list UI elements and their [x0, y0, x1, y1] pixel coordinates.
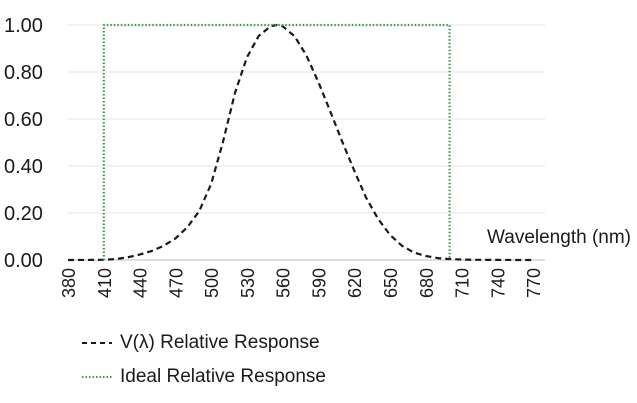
x-axis-ticks: 380 410 440 470 500 530 560 590 620 650 680 710 740 7…	[59, 268, 544, 298]
x-tick-label: 770	[524, 268, 544, 298]
y-axis-ticks: 0.00 0.20 0.40 0.60 0.80 1.00	[4, 15, 43, 272]
series-v-lambda	[67, 23, 534, 262]
x-tick-label: 560	[274, 268, 294, 298]
x-tick-label: 380	[59, 268, 79, 298]
legend-item-ideal: Ideal Relative Response	[82, 366, 326, 388]
series-lines	[67, 23, 534, 262]
x-tick-label: 650	[381, 268, 401, 298]
x-tick-label: 590	[309, 268, 329, 298]
series-ideal	[102, 23, 451, 260]
series-line	[67, 23, 534, 262]
x-axis-label: Wavelength (nm)	[487, 227, 631, 248]
x-tick-label: 470	[166, 268, 186, 298]
dotted-line-swatch	[82, 376, 112, 378]
dashed-line-swatch	[82, 342, 112, 344]
y-tick-label: 1.00	[4, 15, 43, 37]
y-tick-label: 0.40	[4, 156, 43, 178]
legend-item-v-lambda: V(λ) Relative Response	[82, 332, 320, 354]
y-tick-label: 0.00	[4, 250, 43, 272]
legend-label-ideal: Ideal Relative Response	[120, 366, 326, 387]
y-tick-label: 0.20	[4, 203, 43, 225]
series-line	[102, 23, 451, 260]
x-tick-label: 410	[95, 268, 115, 298]
x-tick-label: 680	[417, 268, 437, 298]
gridlines	[68, 24, 545, 261]
x-tick-label: 740	[488, 268, 508, 298]
y-tick-label: 0.80	[4, 62, 43, 84]
x-tick-label: 710	[453, 268, 473, 298]
y-tick-label: 0.60	[4, 109, 43, 131]
legend-label-v-lambda: V(λ) Relative Response	[120, 332, 320, 353]
x-tick-label: 440	[131, 268, 151, 298]
x-tick-label: 500	[202, 268, 222, 298]
x-tick-label: 530	[238, 268, 258, 298]
x-tick-label: 620	[345, 268, 365, 298]
